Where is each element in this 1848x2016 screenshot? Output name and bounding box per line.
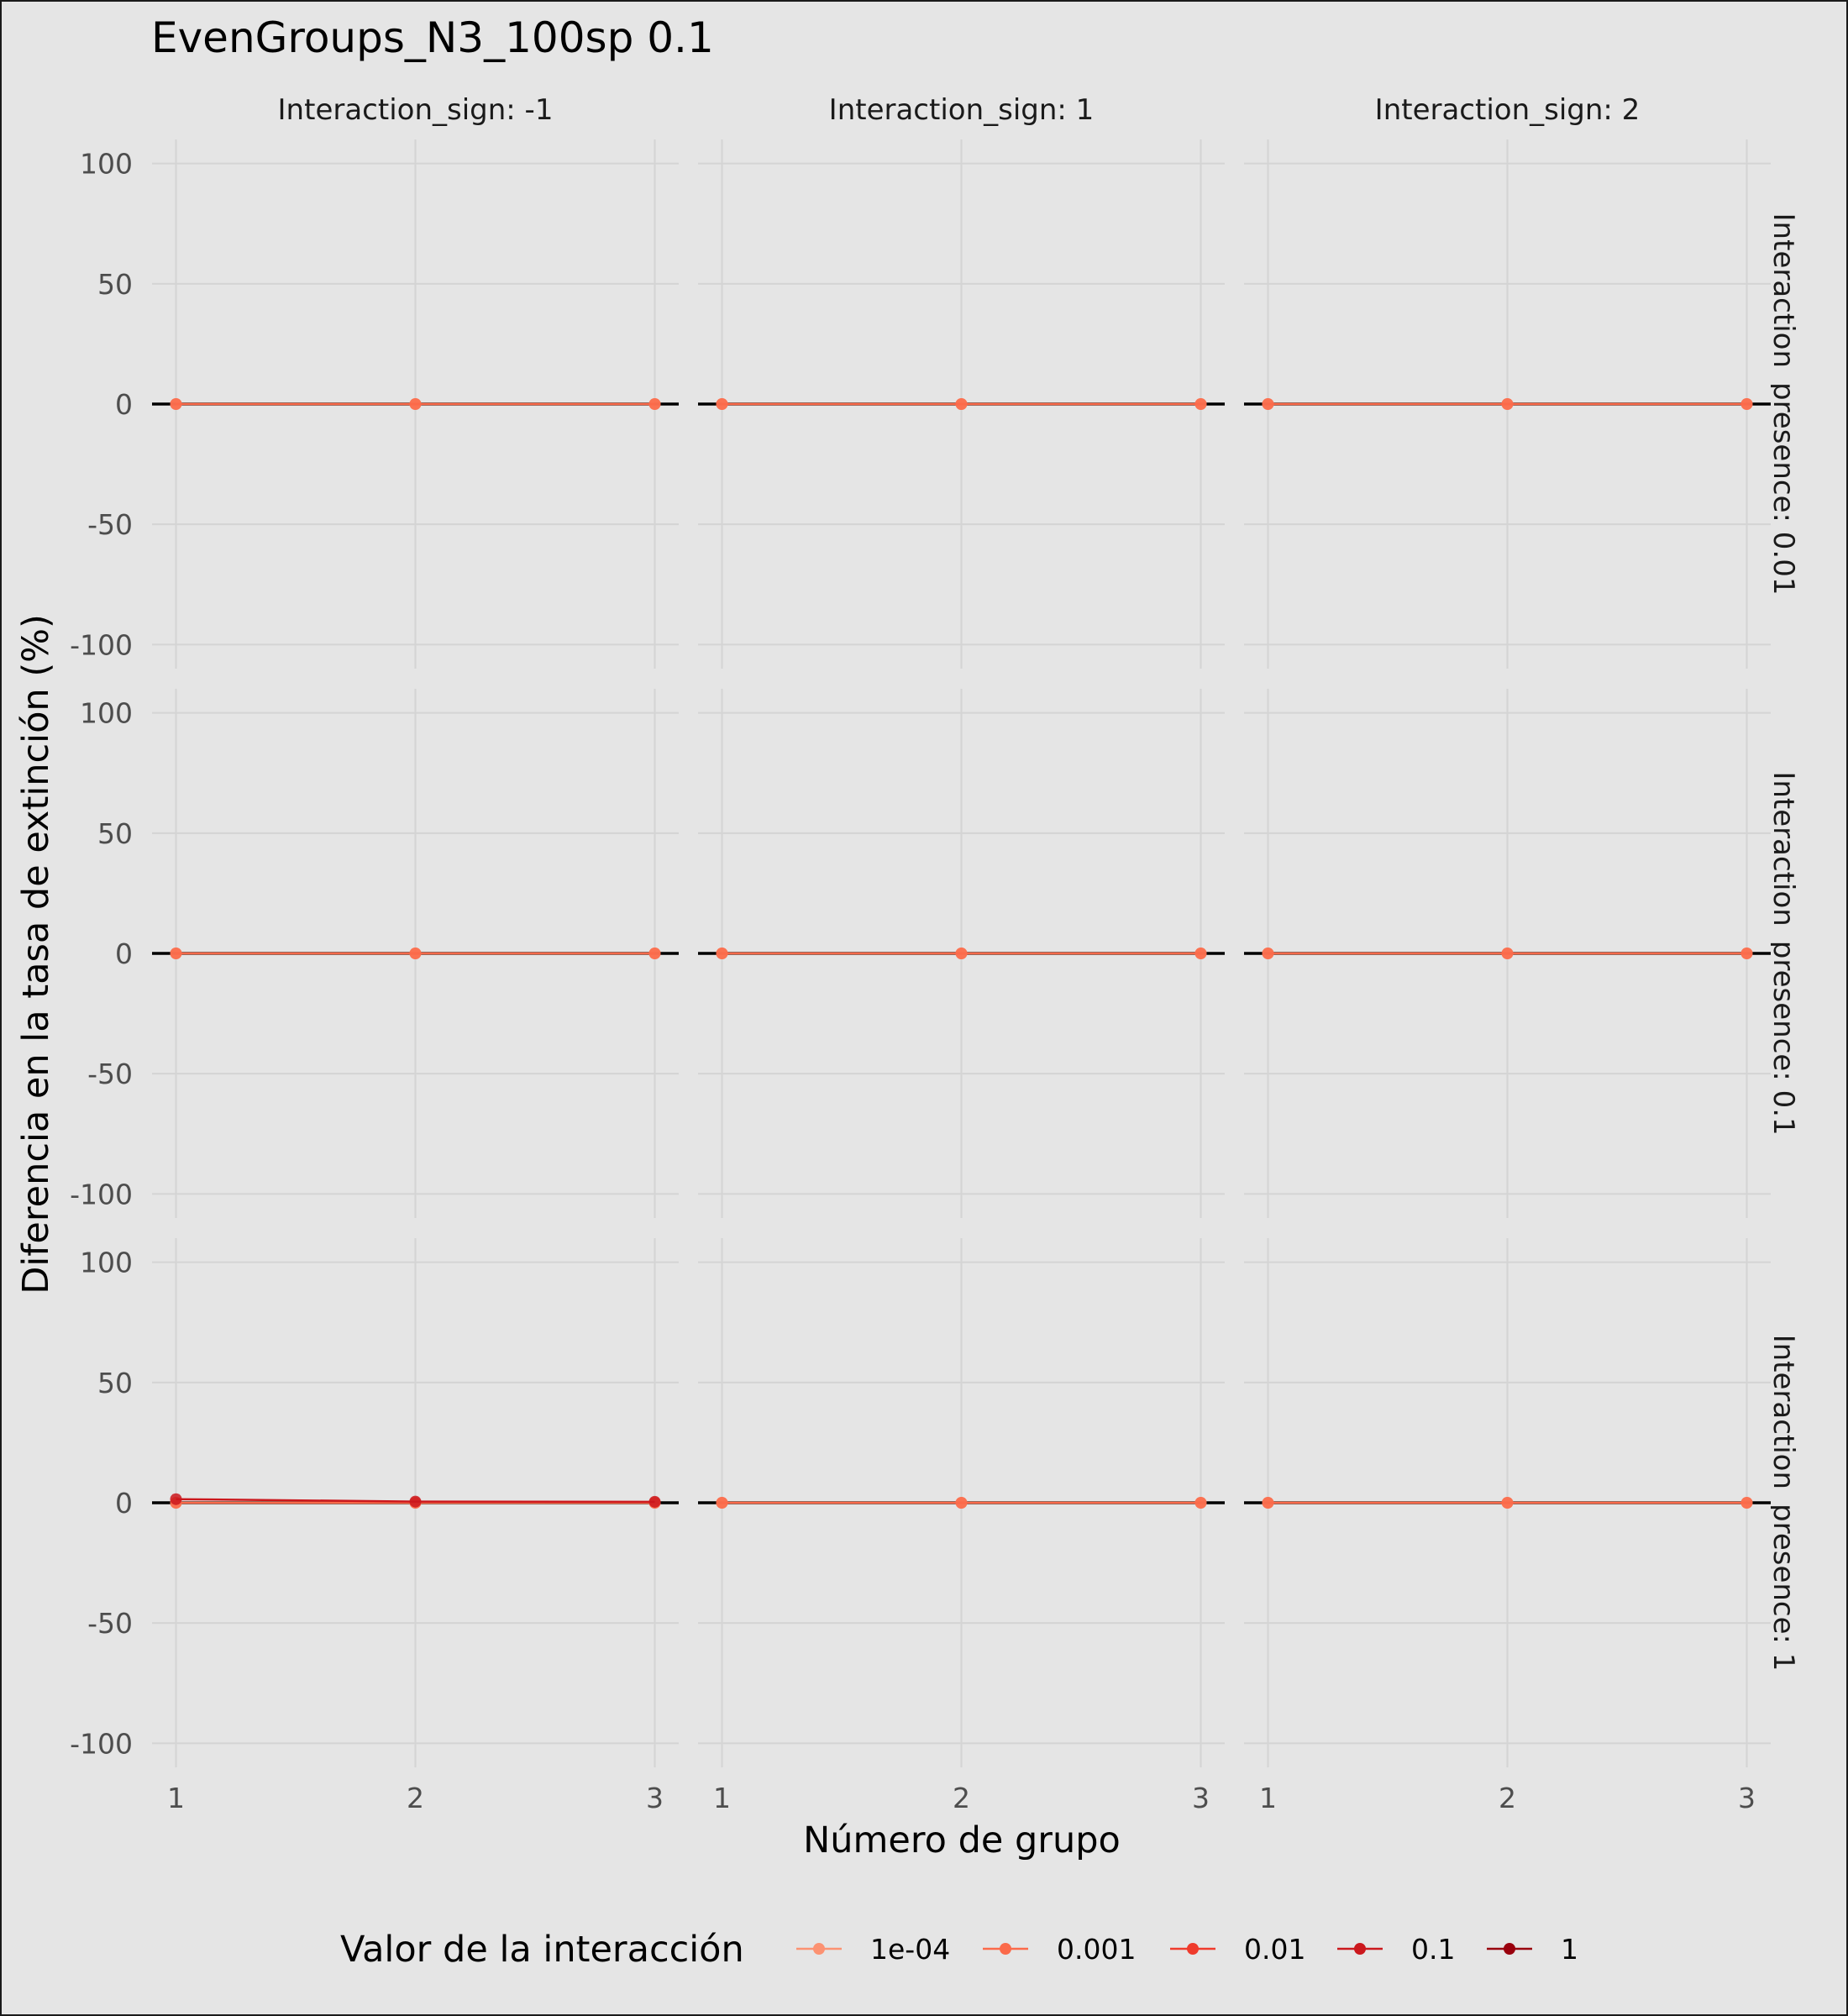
- legend-label: 1e-04: [870, 1933, 950, 1966]
- legend-entry: 0.001: [983, 1933, 1136, 1966]
- legend-key-point: [1000, 1943, 1011, 1955]
- legend-label: 0.1: [1411, 1933, 1455, 1966]
- y-tick-label: -50: [87, 1607, 133, 1640]
- facet-panel: 100 50 0 -50 -100 1 2 3: [70, 1238, 679, 1814]
- data-point: [1194, 398, 1207, 410]
- row-strip-label: Interaction_presence: 0.01: [1767, 213, 1800, 596]
- y-axis-title: Diferencia en la tasa de extinción (%): [15, 614, 57, 1294]
- column-strip-label: Interaction_sign: -1: [278, 93, 554, 127]
- legend-entry: 0.01: [1170, 1933, 1305, 1966]
- data-point: [648, 948, 661, 959]
- data-point: [1740, 948, 1753, 959]
- facet-panel: [1244, 139, 1771, 669]
- legend-label: 1: [1561, 1933, 1578, 1966]
- data-point: [1740, 1497, 1753, 1509]
- facet-panel: [1244, 689, 1771, 1218]
- x-tick-label: 3: [1192, 1782, 1210, 1814]
- data-point: [1194, 1497, 1207, 1509]
- legend-entry: 0.1: [1337, 1933, 1455, 1966]
- chart-title: EvenGroups_N3_100sp 0.1: [151, 13, 714, 62]
- y-tick-label: 0: [115, 937, 133, 970]
- y-tick-label: 100: [80, 697, 133, 730]
- facet-panel: 100 50 0 -50 -100: [70, 689, 679, 1218]
- data-point: [409, 948, 422, 959]
- y-tick-label: 50: [97, 268, 133, 301]
- legend-label: 0.001: [1057, 1933, 1136, 1966]
- x-tick-label: 1: [1259, 1782, 1277, 1814]
- facet-panel: 1 2 3: [1244, 1238, 1771, 1814]
- legend-label: 0.01: [1244, 1933, 1305, 1966]
- data-point: [1194, 948, 1207, 959]
- facet-panel: [698, 139, 1225, 669]
- data-point: [648, 1495, 661, 1508]
- data-point: [1501, 1497, 1514, 1509]
- facet-panel: 1 2 3: [698, 1238, 1225, 1814]
- data-point: [1262, 398, 1274, 410]
- facet-panel: [698, 689, 1225, 1218]
- row-strip-label: Interaction_presence: 0.1: [1767, 771, 1800, 1135]
- data-point: [409, 1495, 422, 1508]
- legend: Valor de la interacción 1e-04 0.001 0.01 0.…: [340, 1929, 1578, 1971]
- x-tick-label: 1: [167, 1782, 185, 1814]
- data-point: [955, 398, 968, 410]
- column-strip-label: Interaction_sign: 1: [829, 93, 1095, 127]
- legend-key-point: [1354, 1943, 1366, 1955]
- data-point: [955, 948, 968, 959]
- facet-panels: Interaction_sign: -1 Interaction_sign: 1 I…: [70, 93, 1800, 1814]
- data-point: [1262, 1497, 1274, 1509]
- y-tick-label: -100: [70, 1727, 133, 1760]
- data-point: [170, 1493, 182, 1505]
- y-tick-label: 0: [115, 388, 133, 421]
- y-tick-label: 0: [115, 1487, 133, 1520]
- data-point: [716, 948, 728, 959]
- data-point: [1740, 398, 1753, 410]
- facet-panel: 100 50 0 -50 -100: [70, 139, 679, 669]
- legend-key-point: [1504, 1943, 1515, 1955]
- y-tick-label: 100: [80, 1247, 133, 1279]
- y-tick-label: 50: [97, 817, 133, 850]
- legend-key-point: [1187, 1943, 1199, 1955]
- x-tick-label: 3: [646, 1782, 664, 1814]
- x-tick-label: 2: [407, 1782, 424, 1814]
- data-point: [1501, 948, 1514, 959]
- data-point: [716, 1497, 728, 1509]
- data-point: [1501, 398, 1514, 410]
- data-point: [716, 398, 728, 410]
- x-tick-label: 2: [953, 1782, 970, 1814]
- y-tick-label: -100: [70, 628, 133, 661]
- data-point: [409, 398, 422, 410]
- data-point: [955, 1497, 968, 1509]
- x-axis-title: Número de grupo: [803, 1819, 1121, 1861]
- data-point: [170, 398, 182, 410]
- x-tick-label: 3: [1738, 1782, 1756, 1814]
- legend-key-point: [813, 1943, 825, 1955]
- legend-title: Valor de la interacción: [340, 1929, 744, 1971]
- column-strip-label: Interaction_sign: 2: [1375, 93, 1641, 127]
- y-tick-label: -50: [87, 1058, 133, 1090]
- x-tick-label: 2: [1499, 1782, 1516, 1814]
- row-strip-label: Interaction_presence: 1: [1767, 1335, 1800, 1672]
- y-tick-label: 50: [97, 1367, 133, 1399]
- data-point: [1262, 948, 1274, 959]
- y-tick-label: -100: [70, 1178, 133, 1210]
- legend-entry: 1e-04: [796, 1933, 950, 1966]
- y-tick-label: -50: [87, 508, 133, 541]
- x-tick-label: 1: [713, 1782, 731, 1814]
- data-point: [170, 948, 182, 959]
- legend-entry: 1: [1487, 1933, 1578, 1966]
- y-tick-label: 100: [80, 148, 133, 181]
- data-point: [648, 398, 661, 410]
